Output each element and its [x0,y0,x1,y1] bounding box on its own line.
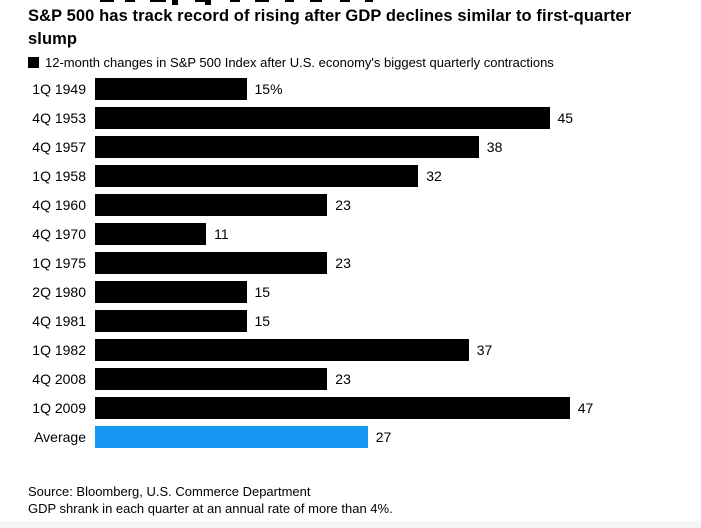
chart-title: S&P 500 has track record of rising after… [28,5,688,51]
value-label: 23 [335,196,351,213]
category-label: 1Q 2009 [32,399,86,416]
bar [95,222,207,245]
bar-row: 4Q 1981 15 [0,306,701,335]
bar [95,338,469,361]
bar-row: 1Q 1975 23 [0,248,701,277]
bar [95,309,247,332]
bar-row: 1Q 1949 15% [0,74,701,103]
legend-square-icon [28,57,39,68]
category-label: 2Q 1980 [32,283,86,300]
value-label: 27 [375,428,392,445]
bar [95,280,247,303]
chart-legend: 12-month changes in S&P 500 Index after … [28,55,554,70]
bar-row: 4Q 2008 23 [0,364,701,393]
bar-row: 1Q 2009 47 [0,393,701,422]
bar [95,77,247,100]
value-label: 47 [577,399,594,416]
bar [95,425,368,448]
bar [95,367,328,390]
chart-title-line1: S&P 500 has track record of rising after… [28,7,632,25]
bar-row: 4Q 1960 23 [0,190,701,219]
bar-row: 2Q 1980 15 [0,277,701,306]
source-line: Source: Bloomberg, U.S. Commerce Departm… [28,484,311,499]
value-label: 37 [476,341,493,358]
bar [95,396,570,419]
category-label: 4Q 1981 [32,312,86,329]
category-label: 4Q 1970 [32,225,86,242]
bar-rows: 1Q 1949 15% 4Q 1953 45 4Q 1957 38 1Q 1958 32 4Q … [0,74,701,451]
value-label: 38 [486,138,503,155]
category-label: 1Q 1949 [32,80,86,97]
chart-title-line2: slump [28,30,78,48]
bar-row: 4Q 1953 45 [0,103,701,132]
category-label: 4Q 1953 [32,109,86,126]
page-bottom-strip [0,521,701,528]
source-note: Source: Bloomberg, U.S. Commerce Departm… [28,484,393,517]
bar [95,251,328,274]
category-label: 4Q 1957 [32,138,86,155]
value-label: 23 [335,370,351,387]
legend-label: 12-month changes in S&P 500 Index after … [45,55,554,70]
footnote-line: GDP shrank in each quarter at an annual … [28,500,393,516]
category-label: 4Q 2008 [32,370,86,387]
value-label: 11 [214,225,229,242]
bar [95,193,328,216]
bar-chart: 1Q 1949 15% 4Q 1953 45 4Q 1957 38 1Q 1958 32 4Q … [0,74,701,451]
category-label: 1Q 1982 [32,341,86,358]
bar [95,135,479,158]
bar-row: 4Q 1970 11 [0,219,701,248]
value-label: 15% [254,80,283,97]
bar-row: 1Q 1982 37 [0,335,701,364]
value-label: 32 [426,167,442,184]
category-label: 1Q 1958 [32,167,86,184]
category-label: Average [34,428,86,445]
cropped-text-remnant [0,0,701,5]
value-label: 15 [254,312,271,329]
bar [95,106,550,129]
category-label: 1Q 1975 [32,254,86,271]
bar-row: 4Q 1957 38 [0,132,701,161]
value-label: 23 [335,254,351,271]
value-label: 45 [557,109,574,126]
value-label: 15 [254,283,271,300]
category-label: 4Q 1960 [32,196,86,213]
bar-row: Average 27 [0,422,701,451]
bar [95,164,419,187]
bar-row: 1Q 1958 32 [0,161,701,190]
